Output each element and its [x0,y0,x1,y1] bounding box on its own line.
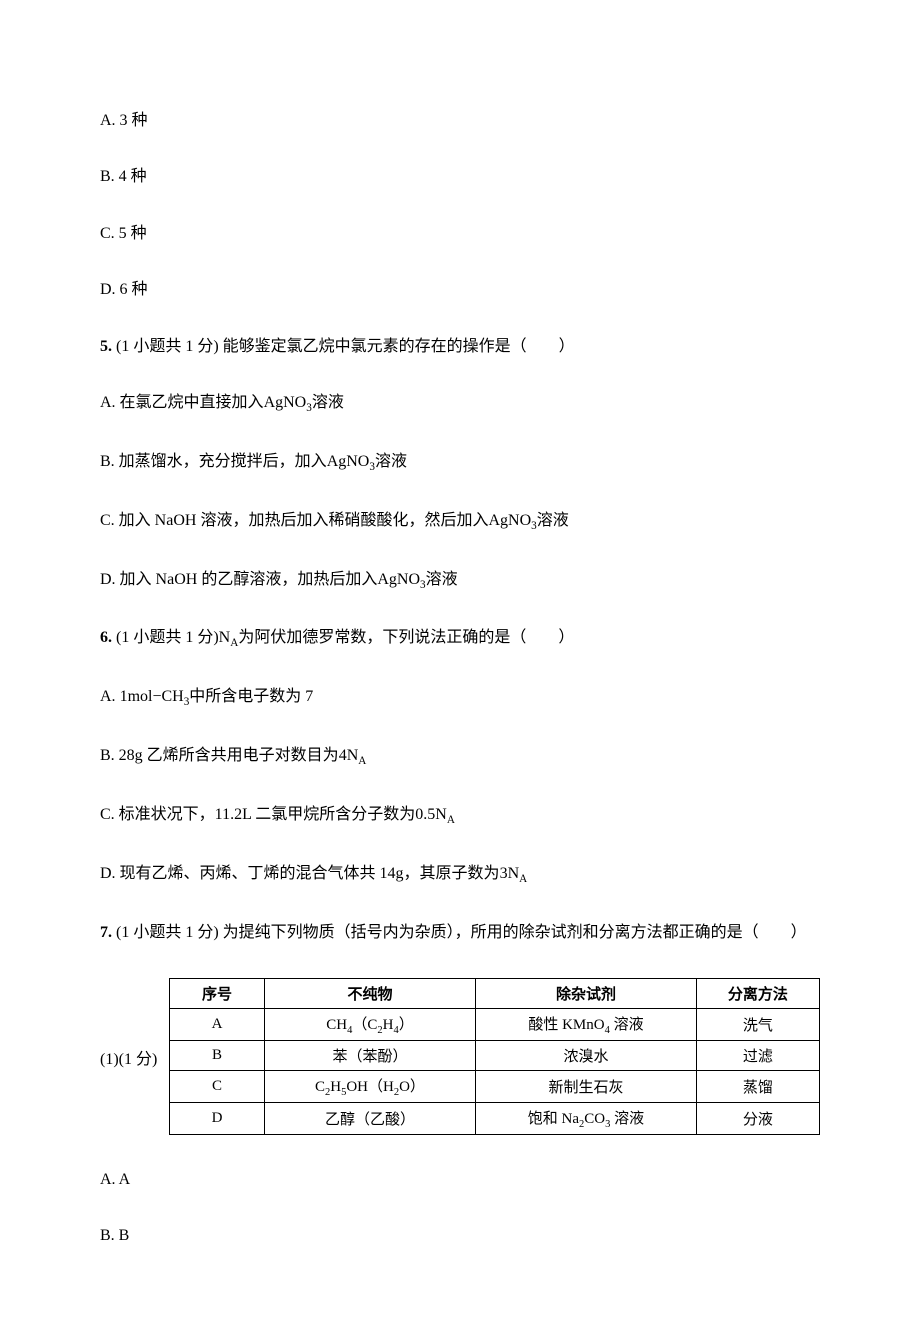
q6-stem: 6. (1 小题共 1 分)NA为阿伏加德罗常数，下列说法正确的是（ ） [100,627,820,652]
agno3: AgNO3 [377,571,425,588]
cell-method: 洗气 [696,1009,819,1041]
agno3: AgNO3 [488,512,536,529]
q7-stem: 7. (1 小题共 1 分) 为提纯下列物质（括号内为杂质），所用的除杂试剂和分… [100,922,820,944]
cell-impure: 苯（苯酚） [264,1041,475,1071]
q5c-pre: C. 加入 NaOH 溶液，加热后加入稀硝酸酸化，然后加入 [100,512,488,529]
cell-id: A [170,1009,264,1041]
q6-number: 6. [100,629,112,646]
q4-option-b: B. 4 种 [100,166,820,188]
cell-reagent: 酸性 KMnO4 溶液 [476,1009,697,1041]
q5-option-a: A. 在氯乙烷中直接加入AgNO3溶液 [100,392,820,417]
col-impure: 不纯物 [264,979,475,1009]
q5-stem: 5. (1 小题共 1 分) 能够鉴定氯乙烷中氯元素的存在的操作是（ ） [100,336,820,358]
cell-method: 过滤 [696,1041,819,1071]
q5-points: (1 小题共 1 分) [116,338,219,355]
q6-body: 为阿伏加德罗常数，下列说法正确的是（ ） [238,629,574,646]
q6d-pre: D. 现有乙烯、丙烯、丁烯的混合气体共 14g，其原子数为 [100,865,500,882]
q5b-pre: B. 加蒸馏水，充分搅拌后，加入 [100,453,327,470]
q5-number: 5. [100,338,112,355]
agno3: AgNO3 [264,394,312,411]
q7-body: 为提纯下列物质（括号内为杂质），所用的除杂试剂和分离方法都正确的是（ ） [223,924,807,941]
q7-option-a: A. A [100,1169,820,1191]
col-method: 分离方法 [696,979,819,1009]
document-page: A. 3 种 B. 4 种 C. 5 种 D. 6 种 5. (1 小题共 1 … [0,0,920,1342]
q6c-val: 0.5NA [415,806,455,823]
cell-reagent: 新制生石灰 [476,1071,697,1103]
cell-reagent: 浓溴水 [476,1041,697,1071]
q4-option-a: A. 3 种 [100,110,820,132]
q7-number: 7. [100,924,112,941]
q5a-pre: A. 在氯乙烷中直接加入 [100,394,264,411]
table-row: D乙醇（乙酸）饱和 Na2CO3 溶液分液 [170,1103,820,1135]
q4-option-d: D. 6 种 [100,279,820,301]
q6-points: (1 小题共 1 分) [116,629,219,646]
col-id: 序号 [170,979,264,1009]
q7-sub-prefix: (1)(1 分) [100,1045,157,1069]
q6b-pre: B. 28g 乙烯所含共用电子对数目为 [100,747,339,764]
q5c-post: 溶液 [537,512,569,529]
q5-option-b: B. 加蒸馏水，充分搅拌后，加入AgNO3溶液 [100,451,820,476]
q7-table-body: ACH4（C2H4）酸性 KMnO4 溶液洗气B苯（苯酚）浓溴水过滤CC2H5O… [170,1009,820,1135]
q6a-mol: 1mol−CH3 [120,688,190,705]
q6-option-d: D. 现有乙烯、丙烯、丁烯的混合气体共 14g，其原子数为3NA [100,863,820,888]
q6-option-b: B. 28g 乙烯所含共用电子对数目为4NA [100,745,820,770]
cell-id: D [170,1103,264,1135]
cell-id: B [170,1041,264,1071]
cell-reagent: 饱和 Na2CO3 溶液 [476,1103,697,1135]
q4-option-c: C. 5 种 [100,223,820,245]
cell-method: 分液 [696,1103,819,1135]
table-row: B苯（苯酚）浓溴水过滤 [170,1041,820,1071]
q5d-post: 溶液 [426,571,458,588]
cell-impure: CH4（C2H4） [264,1009,475,1041]
q5-body: 能够鉴定氯乙烷中氯元素的存在的操作是（ ） [223,338,575,355]
q7-table-block: (1)(1 分) 序号 不纯物 除杂试剂 分离方法 ACH4（C2H4）酸性 K… [100,978,820,1135]
q7-option-b: B. B [100,1225,820,1247]
table-row: CC2H5OH（H2O）新制生石灰蒸馏 [170,1071,820,1103]
q6a-post: 中所含电子数为 7 [189,688,313,705]
q6-option-c: C. 标准状况下，11.2L 二氯甲烷所含分子数为0.5NA [100,804,820,829]
q5-option-d: D. 加入 NaOH 的乙醇溶液，加热后加入AgNO3溶液 [100,569,820,594]
q6c-pre: C. 标准状况下，11.2L 二氯甲烷所含分子数为 [100,806,415,823]
q5-option-c: C. 加入 NaOH 溶液，加热后加入稀硝酸酸化，然后加入AgNO3溶液 [100,510,820,535]
q5d-pre: D. 加入 NaOH 的乙醇溶液，加热后加入 [100,571,377,588]
q5b-post: 溶液 [375,453,407,470]
q6a-pre: A. [100,688,120,705]
q7-points: (1 小题共 1 分) [116,924,219,941]
q7-table: 序号 不纯物 除杂试剂 分离方法 ACH4（C2H4）酸性 KMnO4 溶液洗气… [169,978,820,1135]
q6-option-a: A. 1mol−CH3中所含电子数为 7 [100,686,820,711]
cell-impure: C2H5OH（H2O） [264,1071,475,1103]
q5a-post: 溶液 [312,394,344,411]
cell-id: C [170,1071,264,1103]
col-reagent: 除杂试剂 [476,979,697,1009]
table-row: ACH4（C2H4）酸性 KMnO4 溶液洗气 [170,1009,820,1041]
table-header-row: 序号 不纯物 除杂试剂 分离方法 [170,979,820,1009]
cell-impure: 乙醇（乙酸） [264,1103,475,1135]
q6b-val: 4NA [339,747,367,764]
na-symbol: NA [219,629,239,646]
cell-method: 蒸馏 [696,1071,819,1103]
agno3: AgNO3 [327,453,375,470]
q6d-val: 3NA [500,865,528,882]
